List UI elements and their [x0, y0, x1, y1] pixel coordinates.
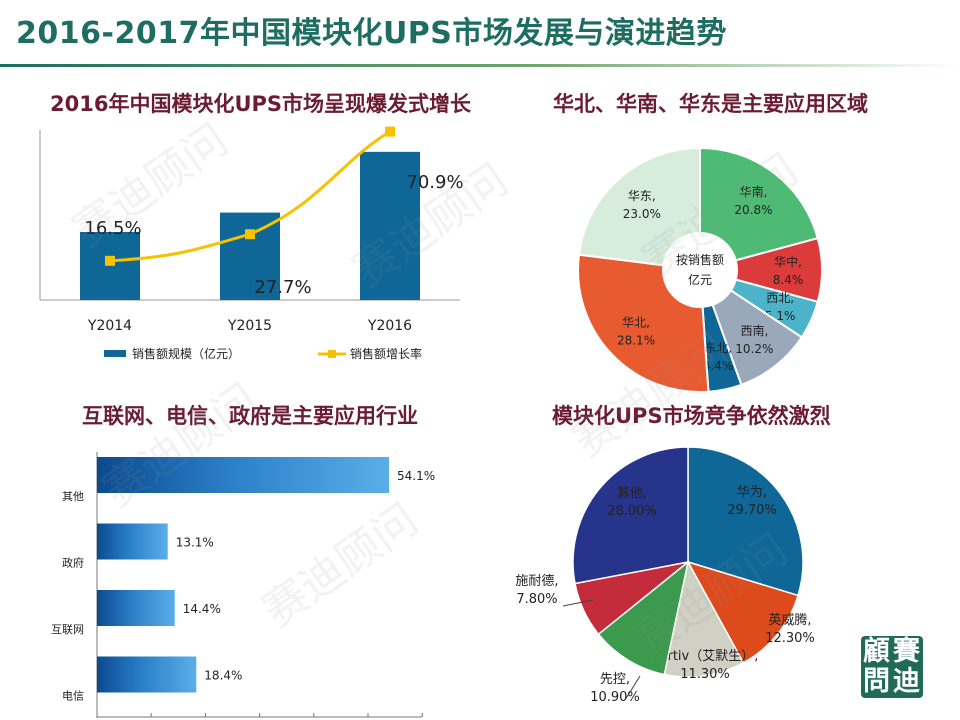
slice-value: 28.1% — [617, 333, 655, 347]
slice-value: 29.70% — [727, 503, 777, 518]
data-label: 27.7% — [254, 277, 311, 298]
logo-char: 迪 — [893, 666, 920, 697]
slice-label: 东北, — [704, 341, 732, 355]
leader-line — [624, 675, 641, 701]
slice-value: 7.80% — [516, 592, 557, 607]
pie-slice — [686, 560, 799, 664]
slice-label: 华北, — [622, 315, 650, 329]
donut-slice — [577, 253, 710, 393]
slice-label: 西南, — [740, 323, 768, 338]
slice-value: 28.00% — [607, 504, 657, 519]
y-tick-label: 政府 — [62, 556, 84, 570]
section-title-competition: 模块化UPS市场竞争依然激烈 — [552, 404, 831, 428]
data-label: 13.1% — [176, 536, 214, 550]
growth-marker — [105, 255, 115, 266]
slice-label: 其他, — [617, 486, 647, 501]
slice-label: 施耐德, — [515, 574, 558, 589]
bar-sales — [360, 151, 420, 300]
x-tick-label: Y2014 — [87, 318, 132, 334]
title-divider — [0, 64, 960, 67]
bar-sales — [80, 232, 140, 300]
data-label: 54.1% — [397, 469, 435, 483]
bar-industry — [97, 656, 197, 693]
slice-label: Vertiv（艾默生）, — [652, 648, 759, 664]
slice-label: 先控, — [600, 672, 630, 687]
bar-industry — [97, 590, 175, 626]
section-title-region: 华北、华南、华东是主要应用区域 — [553, 92, 868, 116]
x-tick-label: Y2015 — [227, 318, 272, 334]
slice-value: 4.4% — [703, 359, 734, 373]
pie-slice — [687, 446, 804, 597]
company-logo: 顧 賽 問 迪 — [861, 636, 923, 698]
slice-value: 23.0% — [623, 207, 661, 221]
data-label: 18.4% — [204, 669, 242, 683]
section-title-growth: 2016年中国模块化UPS市场呈现爆发式增长 — [50, 92, 472, 116]
pie-slice — [597, 560, 690, 676]
y-tick-label: 电信 — [62, 690, 84, 703]
slice-value: 20.8% — [734, 203, 772, 217]
donut-center-label: 按销售额 — [676, 252, 724, 267]
slice-label: 华南, — [740, 184, 768, 199]
y-tick-label: 其他 — [62, 490, 84, 503]
slice-value: 12.30% — [765, 631, 815, 646]
legend-label: 销售额增长率 — [350, 346, 422, 361]
legend-label: 销售额规模（亿元） — [132, 346, 240, 361]
legend-swatch-marker — [328, 350, 336, 358]
slice-label: 华中, — [774, 254, 802, 269]
donut-slice — [699, 146, 820, 262]
bar-industry — [97, 523, 168, 560]
logo-char: 問 — [863, 666, 890, 697]
bar-industry — [97, 457, 389, 493]
data-label: 70.9% — [406, 172, 463, 193]
donut-slice — [577, 146, 701, 267]
slice-value: 11.30% — [680, 667, 730, 682]
growth-marker — [385, 126, 395, 137]
logo-char: 顧 — [863, 636, 890, 667]
slice-label: 英威腾, — [768, 612, 811, 628]
data-label: 16.5% — [84, 218, 141, 239]
logo-char: 賽 — [893, 636, 920, 667]
slice-value: 10.90% — [590, 690, 640, 705]
growth-marker — [245, 229, 255, 240]
section-title-industry: 互联网、电信、政府是主要应用行业 — [82, 404, 418, 428]
legend-swatch-bar — [104, 350, 126, 357]
leader-line — [562, 599, 594, 607]
slice-label: 西北, — [766, 291, 794, 305]
bar-sales — [220, 212, 280, 300]
page-title: 2016-2017年中国模块化UPS市场发展与演进趋势 — [16, 16, 727, 51]
data-label: 14.4% — [183, 602, 221, 616]
slice-value: 8.4% — [773, 273, 804, 287]
y-tick-label: 互联网 — [51, 623, 84, 636]
donut-center-label: 亿元 — [688, 272, 712, 287]
pie-slice — [663, 559, 745, 678]
slice-value: 10.2% — [735, 342, 773, 356]
pie-slice — [572, 446, 689, 585]
x-tick-label: Y2016 — [367, 318, 412, 334]
slice-label: 华为, — [737, 485, 767, 500]
slice-label: 华东, — [628, 189, 656, 203]
